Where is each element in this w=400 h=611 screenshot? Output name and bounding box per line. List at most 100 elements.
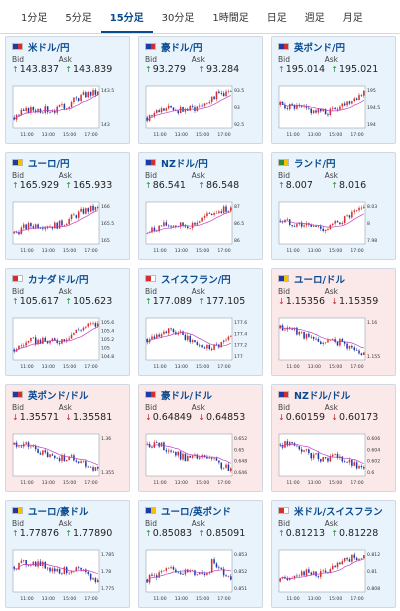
tab-timeframe[interactable]: 週足 <box>304 13 325 24</box>
candlestick-chart[interactable]: 0.606 0.604 0.602 0.6 11:00 13:00 15:00 17:00 <box>278 431 391 487</box>
pair-name[interactable]: スイスフラン/円 <box>161 274 231 286</box>
candle-body <box>351 459 353 466</box>
pair-name[interactable]: ユーロ/豪ドル <box>28 506 89 518</box>
rate-card[interactable]: 豪ドル/円 Bid Ask ↑93.279 ↑93.284 93.5 93 92.5… <box>138 36 263 144</box>
candle-body <box>303 331 305 339</box>
candle-body <box>25 342 27 346</box>
pair-name[interactable]: 英ポンド/ドル <box>28 390 89 402</box>
pair-name[interactable]: 米ドル/円 <box>28 42 70 54</box>
candlestick-chart[interactable]: 1.36 1.355 11:00 13:00 15:00 17:00 <box>12 431 125 487</box>
candle-body <box>20 227 23 235</box>
tab-timeframe[interactable]: 15分足 <box>100 4 153 34</box>
rate-card[interactable]: 米ドル/スイスフラン Bid Ask ↑0.81213 ↑0.81228 0.8… <box>271 500 396 608</box>
candlestick-chart[interactable]: 0.853 0.852 0.851 11:00 13:00 15:00 17:00 <box>145 547 258 603</box>
candle-body <box>300 222 303 227</box>
candle-body <box>151 574 153 576</box>
candlestick-chart[interactable]: 195 194.5 194 11:00 13:00 15:00 17:00 <box>278 83 391 139</box>
pair-name[interactable]: NZドル/円 <box>161 158 208 170</box>
candle-body <box>94 323 97 327</box>
rate-card[interactable]: 豪ドル/ドル Bid Ask ↓0.64849 ↓0.64853 0.652 0.… <box>138 384 263 492</box>
chart-canvas: 177.6 177.4 177.2 177 11:00 13:00 15:00 17:00 <box>145 317 247 370</box>
tab-timeframe[interactable]: 1分足 <box>21 13 48 24</box>
rate-card[interactable]: ユーロ/豪ドル Bid Ask ↑1.77876 ↑1.77890 1.785 1… <box>5 500 130 608</box>
rate-card[interactable]: NZドル/ドル Bid Ask ↓0.60159 ↓0.60173 0.606 0… <box>271 384 396 492</box>
candle-body <box>20 345 23 347</box>
candle-body <box>13 566 15 569</box>
currency-flag-icon <box>145 275 156 282</box>
tab-timeframe[interactable]: 5分足 <box>65 13 92 24</box>
rate-card[interactable]: ユーロ/英ポンド Bid Ask ↑0.85083 ↑0.85091 0.853… <box>138 500 263 608</box>
y-tick-label: 0.808 <box>367 586 380 592</box>
candlestick-chart[interactable]: 1.785 1.78 1.775 11:00 13:00 15:00 17:00 <box>12 547 125 603</box>
candle-body <box>20 109 23 116</box>
bid-ask-values: ↑1.77876 ↑1.77890 <box>12 528 123 540</box>
rate-card[interactable]: カナダドル/円 Bid Ask ↑105.617 ↑105.623 105.6 1… <box>5 268 130 376</box>
candle-body <box>68 456 70 461</box>
y-tick-label: 0.851 <box>234 586 247 592</box>
pair-name[interactable]: NZドル/ドル <box>294 390 351 402</box>
rate-card[interactable]: ユーロ/円 Bid Ask ↑165.929 ↑165.933 166 165.5… <box>5 152 130 260</box>
candle-body <box>70 334 73 339</box>
candle-body <box>44 450 47 453</box>
candle-body <box>303 106 305 107</box>
candle-body <box>210 348 213 350</box>
rate-card[interactable]: 英ポンド/ドル Bid Ask ↓1.35571 ↓1.35581 1.36 1.… <box>5 384 130 492</box>
candle-body <box>187 455 189 462</box>
candlestick-chart[interactable]: 177.6 177.4 177.2 177 11:00 13:00 15:00 17:00 <box>145 315 258 371</box>
candlestick-chart[interactable]: 8.03 8 7.98 11:00 13:00 15:00 17:00 <box>278 199 391 255</box>
candle-body <box>308 107 310 109</box>
candlestick-chart[interactable]: 0.652 0.65 0.648 0.646 11:00 13:00 15:00 17:00 <box>145 431 258 487</box>
candle-body <box>348 101 351 104</box>
rate-card[interactable]: ユーロ/ドル Bid Ask ↓1.15356 ↓1.15359 1.16 1.1… <box>271 268 396 376</box>
candle-body <box>44 227 47 230</box>
candle-body <box>230 468 232 471</box>
tab-timeframe[interactable]: 1時間足 <box>212 13 249 24</box>
candlestick-chart[interactable]: 1.16 1.155 11:00 13:00 15:00 17:00 <box>278 315 391 371</box>
candlestick-chart[interactable]: 87 86.5 86 11:00 13:00 15:00 17:00 <box>145 199 258 255</box>
pair-name[interactable]: カナダドル/円 <box>28 274 89 286</box>
candle-body <box>317 226 320 227</box>
candle-body <box>39 228 42 229</box>
tab-timeframe[interactable]: 30分足 <box>161 13 195 24</box>
pair-name[interactable]: 豪ドル/円 <box>161 42 203 54</box>
candle-body <box>75 567 78 572</box>
candlestick-chart[interactable]: 93.5 93 92.5 11:00 13:00 15:00 17:00 <box>145 83 258 139</box>
rate-card[interactable]: NZドル/円 Bid Ask ↑86.541 ↑86.548 87 86.5 86 1… <box>138 152 263 260</box>
rate-card[interactable]: 英ポンド/円 Bid Ask ↑195.014 ↑195.021 195 194.… <box>271 36 396 144</box>
candle-body <box>341 561 344 565</box>
tab-timeframe[interactable]: 月足 <box>342 13 363 24</box>
pair-name[interactable]: ユーロ/円 <box>28 158 70 170</box>
bid-ask-values: ↑0.85083 ↑0.85091 <box>145 528 256 540</box>
candle-body <box>153 336 156 339</box>
bid-value: 1.15356 <box>285 296 325 307</box>
currency-flag-icon <box>278 275 289 282</box>
rate-card-grid: 米ドル/円 Bid Ask ↑143.837 ↑143.839 143.5 143… <box>5 36 397 608</box>
rate-card[interactable]: ランド/円 Bid Ask ↑8.007 ↑8.016 8.03 8 7.98 11:… <box>271 152 396 260</box>
candle-body <box>317 338 320 342</box>
candle-body <box>331 107 334 109</box>
up-arrow-icon: ↑ <box>12 181 19 190</box>
candlestick-chart[interactable]: 105.6 105.4 105.2 105 104.8 11:00 13:00 15:00 17… <box>12 315 125 371</box>
candle-body <box>22 224 25 228</box>
candlestick-chart[interactable]: 166 165.5 165 11:00 13:00 15:00 17:00 <box>12 199 125 255</box>
candle-body <box>172 567 175 570</box>
candle-body <box>54 568 56 572</box>
candle-body <box>97 206 99 208</box>
rate-card[interactable]: 米ドル/円 Bid Ask ↑143.837 ↑143.839 143.5 143… <box>5 36 130 144</box>
x-tick-label: 13:00 <box>308 248 321 254</box>
candlestick-chart[interactable]: 0.812 0.81 0.808 11:00 13:00 15:00 17:00 <box>278 547 391 603</box>
pair-name[interactable]: ユーロ/英ポンド <box>161 506 231 518</box>
pair-name[interactable]: 豪ドル/ドル <box>161 390 212 402</box>
tab-timeframe[interactable]: 日足 <box>266 13 287 24</box>
candlestick-chart[interactable]: 143.5 143 11:00 13:00 15:00 17:00 <box>12 83 125 139</box>
candle-body <box>353 347 356 351</box>
candle-body <box>341 456 344 462</box>
pair-name[interactable]: 英ポンド/円 <box>294 42 345 54</box>
pair-name[interactable]: ユーロ/ドル <box>294 274 345 286</box>
bid-ask-labels: Bid Ask <box>145 287 256 296</box>
ask-value: 93.284 <box>205 64 240 75</box>
pair-name[interactable]: 米ドル/スイスフラン <box>294 506 383 518</box>
candle-body <box>44 106 47 113</box>
pair-name[interactable]: ランド/円 <box>294 158 336 170</box>
rate-card[interactable]: スイスフラン/円 Bid Ask ↑177.089 ↑177.105 177.6… <box>138 268 263 376</box>
